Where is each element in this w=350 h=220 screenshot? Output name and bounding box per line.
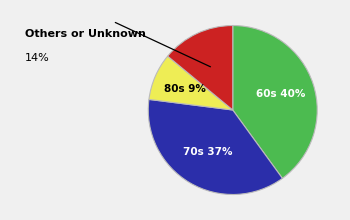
Text: 14%: 14% (25, 53, 49, 63)
Wedge shape (149, 56, 233, 110)
Wedge shape (233, 26, 317, 178)
Wedge shape (148, 99, 282, 194)
Wedge shape (168, 26, 233, 110)
Text: 70s 37%: 70s 37% (183, 147, 232, 157)
Text: 60s 40%: 60s 40% (256, 89, 306, 99)
Text: Others or Unknown: Others or Unknown (25, 29, 145, 38)
Text: 80s 9%: 80s 9% (164, 84, 205, 94)
